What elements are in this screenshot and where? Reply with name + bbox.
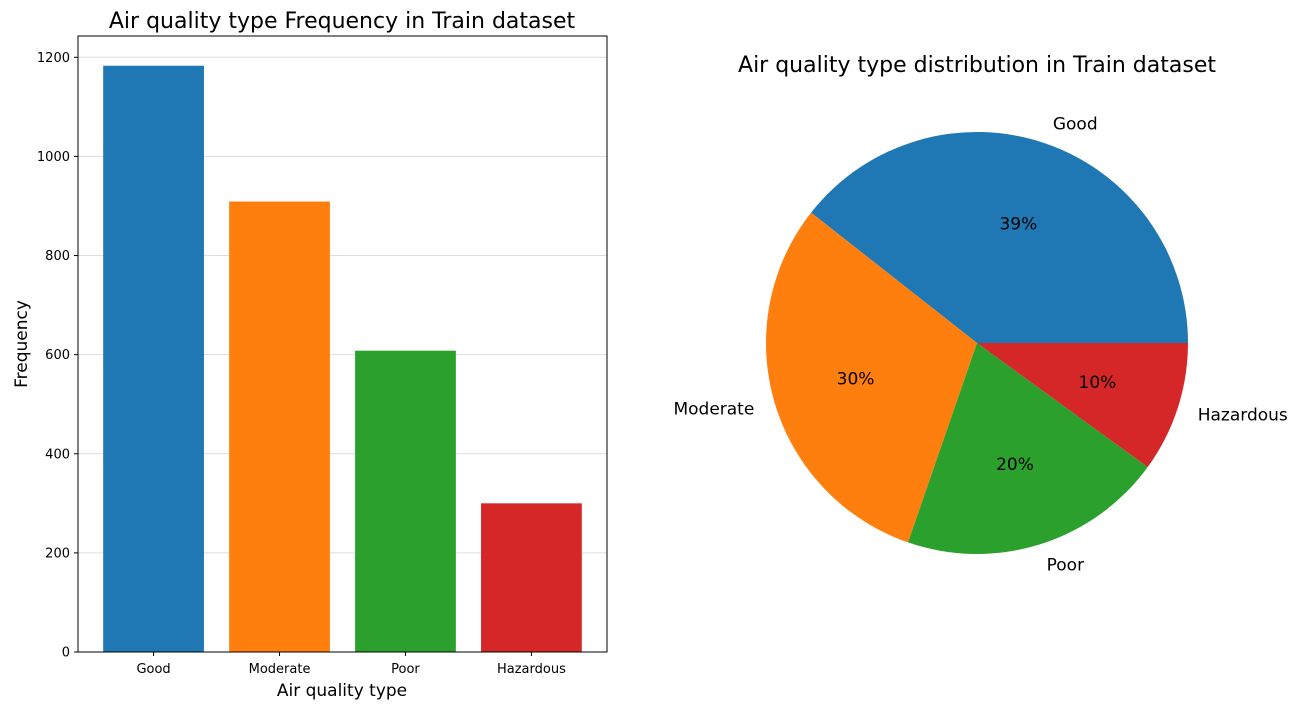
pie-pct-label-poor: 20% [996, 455, 1034, 475]
bar-chart-y-tick-label: 600 [45, 348, 70, 363]
bar-chart-y-tick-label: 0 [62, 646, 70, 661]
bar-chart-x-ticks: Good Moderate Poor Hazardous [136, 652, 566, 677]
pie-label-hazardous: Hazardous [1198, 406, 1288, 426]
bar-chart-x-axis-label: Air quality type [277, 681, 407, 701]
bar-chart-x-tick-label: Poor [391, 662, 420, 677]
pie-slice-moderate [765, 212, 977, 543]
pie-slice-good [811, 131, 1188, 343]
pie-label-moderate: Moderate [673, 399, 754, 419]
bar-chart-y-tick-label: 400 [45, 447, 70, 462]
pie-chart-labels: Good 39% Moderate 30% Poor 20% Hazardous 10% [673, 115, 1287, 576]
bar-chart-y-tick-label: 800 [45, 249, 70, 264]
pie-slice-hazardous [977, 343, 1188, 468]
bar-chart-x-tick-label: Good [136, 662, 170, 677]
bar-hazardous [481, 503, 582, 652]
bar-chart-axes-frame [77, 35, 608, 653]
pie-pct-label-moderate: 30% [837, 370, 875, 390]
bar-chart-y-axis-label: Frequency [12, 300, 32, 388]
bar-chart-x-tick-label: Hazardous [497, 662, 566, 677]
bar-chart-y-tick-label: 1200 [37, 51, 70, 66]
bar-good [103, 65, 204, 653]
bar-chart: Air quality type Frequency in Train data… [12, 9, 608, 701]
bar-moderate [229, 201, 330, 652]
bar-chart-y-tick-label: 1000 [37, 150, 70, 165]
pie-slice-poor [908, 343, 1148, 555]
pie-pct-label-hazardous: 10% [1079, 373, 1117, 393]
pie-chart-slices [765, 131, 1188, 555]
pie-label-poor: Poor [1047, 555, 1084, 575]
pie-pct-label-good: 39% [999, 214, 1037, 234]
bar-chart-y-ticks: 0 200 400 600 800 1000 1200 [37, 51, 78, 661]
bar-chart-title: Air quality type Frequency in Train data… [109, 9, 576, 34]
bar-poor [355, 350, 456, 652]
pie-label-good: Good [1053, 115, 1098, 135]
pie-chart: Air quality type distribution in Train d… [673, 53, 1287, 575]
pie-chart-title: Air quality type distribution in Train d… [738, 53, 1216, 78]
bar-chart-bars [103, 65, 582, 653]
bar-chart-y-tick-label: 200 [45, 546, 70, 561]
bar-chart-x-tick-label: Moderate [249, 662, 311, 677]
